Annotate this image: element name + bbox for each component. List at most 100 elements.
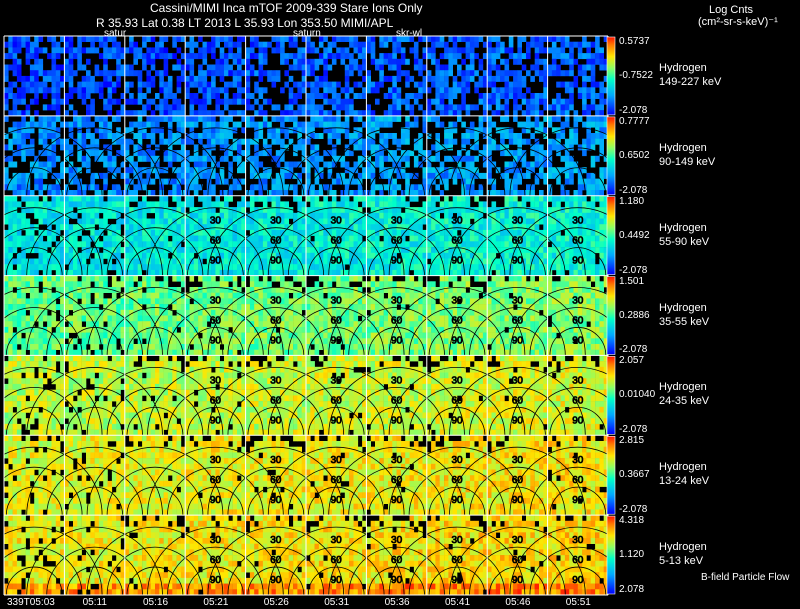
- heatmap-cell: [262, 87, 268, 94]
- heatmap-cell: [107, 167, 113, 174]
- heatmap-cell: [469, 133, 475, 139]
- heatmap-cell: [271, 190, 277, 196]
- heatmap-cell: [547, 64, 553, 71]
- heatmap-cell: [530, 167, 535, 174]
- heatmap-cell: [314, 58, 320, 65]
- heatmap-cell: [487, 258, 492, 265]
- heatmap-cell: [383, 155, 389, 162]
- heatmap-cell: [513, 138, 518, 145]
- heatmap-cell: [379, 218, 384, 225]
- heatmap-cell: [8, 201, 13, 208]
- heatmap-cell: [556, 47, 561, 54]
- heatmap-cell: [206, 212, 212, 219]
- heatmap-cell: [340, 190, 346, 196]
- heatmap-cell: [29, 235, 35, 242]
- heatmap-cell: [323, 224, 328, 231]
- heatmap-cell: [211, 81, 216, 88]
- heatmap-cell: [310, 115, 315, 122]
- heatmap-cell: [495, 93, 501, 99]
- heatmap-cell: [448, 235, 453, 242]
- heatmap-cell: [461, 224, 466, 231]
- heatmap-cell: [120, 144, 126, 151]
- heatmap-cell: [487, 144, 492, 151]
- heatmap-cell: [469, 58, 475, 65]
- heatmap-cell: [232, 93, 238, 99]
- heatmap-cell: [64, 229, 69, 236]
- heatmap-cell: [198, 87, 203, 94]
- heatmap-cell: [237, 110, 242, 117]
- heatmap-cell: [211, 93, 216, 99]
- heatmap-cell: [120, 64, 126, 71]
- heatmap-cell: [508, 167, 514, 174]
- heatmap-cell: [370, 264, 376, 271]
- heatmap-cell: [254, 98, 259, 105]
- heatmap-cell: [409, 150, 415, 157]
- heatmap-cell: [297, 172, 302, 179]
- heatmap-cell: [577, 247, 583, 254]
- heatmap-cell: [595, 138, 600, 145]
- heatmap-cell: [422, 178, 428, 185]
- heatmap-cell: [8, 338, 13, 345]
- heatmap-cell: [206, 121, 212, 128]
- heatmap-cell: [258, 47, 264, 54]
- heatmap-cell: [586, 172, 591, 179]
- heatmap-cell: [16, 190, 22, 196]
- heatmap-cell: [465, 212, 471, 219]
- heatmap-cell: [327, 224, 333, 231]
- heatmap-cell: [482, 161, 488, 168]
- heatmap-cell: [219, 252, 225, 259]
- heatmap-cell: [107, 53, 113, 60]
- heatmap-cell: [349, 167, 354, 174]
- heatmap-cell: [21, 344, 26, 350]
- heatmap-cell: [513, 247, 518, 254]
- heatmap-cell: [12, 104, 18, 111]
- heatmap-cell: [142, 36, 147, 42]
- heatmap-cell: [90, 218, 95, 225]
- heatmap-cell: [267, 133, 272, 139]
- heatmap-cell: [124, 304, 130, 311]
- heatmap-cell: [86, 247, 91, 254]
- heatmap-cell: [159, 224, 164, 231]
- heatmap-cell: [29, 161, 35, 168]
- heatmap-cell: [167, 224, 173, 231]
- heatmap-cell: [267, 195, 272, 202]
- heatmap-cell: [582, 121, 587, 128]
- heatmap-cell: [556, 241, 561, 248]
- heatmap-cell: [16, 309, 22, 316]
- heatmap-cell: [582, 224, 587, 231]
- heatmap-cell: [29, 127, 35, 134]
- heatmap-cell: [539, 195, 544, 202]
- heatmap-cell: [392, 81, 397, 88]
- heatmap-cell: [42, 81, 48, 88]
- heatmap-cell: [362, 201, 367, 208]
- heatmap-cell: [137, 218, 143, 225]
- heatmap-cell: [280, 241, 285, 248]
- heatmap-cell: [595, 218, 600, 225]
- heatmap-cell: [478, 93, 484, 99]
- heatmap-cell: [543, 258, 548, 265]
- heatmap-cell: [530, 121, 535, 128]
- heatmap-cell: [64, 150, 69, 157]
- heatmap-cell: [426, 218, 432, 225]
- heatmap-cell: [42, 195, 48, 202]
- heatmap-cell: [280, 207, 285, 214]
- heatmap-cell: [47, 304, 52, 311]
- heatmap-cell: [185, 264, 190, 271]
- heatmap-cell: [569, 58, 574, 65]
- heatmap-cell: [219, 167, 225, 174]
- heatmap-cell: [228, 229, 233, 236]
- heatmap-cell: [77, 36, 82, 42]
- heatmap-cell: [457, 167, 462, 174]
- heatmap-cell: [68, 235, 74, 242]
- heatmap-cell: [297, 87, 302, 94]
- heatmap-cell: [297, 252, 302, 259]
- heatmap-cell: [103, 252, 108, 259]
- heatmap-cell: [86, 304, 91, 311]
- heatmap-cell: [107, 224, 113, 231]
- heatmap-cell: [29, 287, 35, 293]
- heatmap-cell: [288, 53, 294, 60]
- heatmap-cell: [461, 241, 466, 248]
- heatmap-cell: [185, 315, 190, 322]
- heatmap-cell: [314, 47, 320, 54]
- heatmap-cell: [314, 155, 320, 162]
